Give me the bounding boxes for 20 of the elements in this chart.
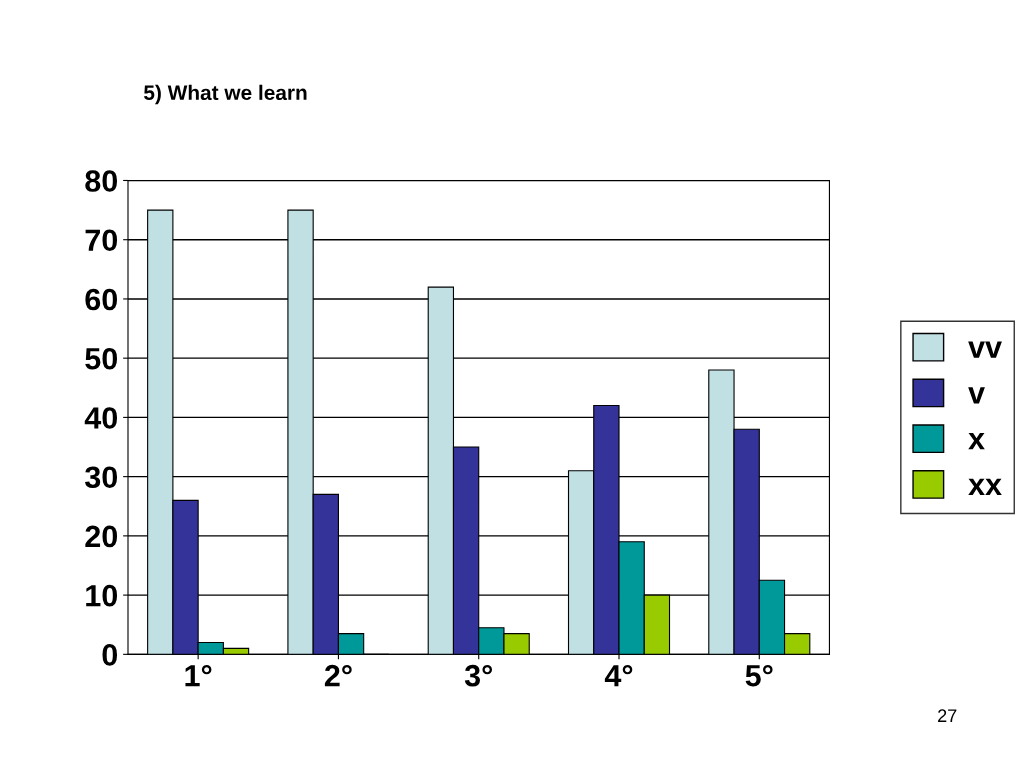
y-tick-label: 80 <box>85 170 118 192</box>
y-tick-label: 30 <box>85 466 118 489</box>
y-tick-label: 70 <box>85 229 118 252</box>
legend-label: vv <box>968 341 1002 358</box>
text: 27 <box>938 709 957 722</box>
legend-label: x <box>968 433 985 450</box>
y-tick-label: 0 <box>102 644 118 666</box>
y-tick-label: 60 <box>85 288 118 311</box>
y-tick-label: 40 <box>84 407 118 429</box>
x-tick-label: 5° <box>745 664 773 687</box>
x-tick-label: 2° <box>324 664 352 687</box>
chart-title: 5) What we learn <box>144 84 307 105</box>
y-tick-label: 50 <box>85 347 118 370</box>
x-tick-label: 3° <box>464 664 493 687</box>
y-tick-label: 20 <box>85 525 118 548</box>
y-tick-label: 10 <box>86 584 118 607</box>
legend-label: v <box>968 387 985 404</box>
legend-label: xx <box>968 478 1002 495</box>
x-tick-label: 1° <box>185 664 212 687</box>
x-tick-label: 4° <box>604 664 633 687</box>
